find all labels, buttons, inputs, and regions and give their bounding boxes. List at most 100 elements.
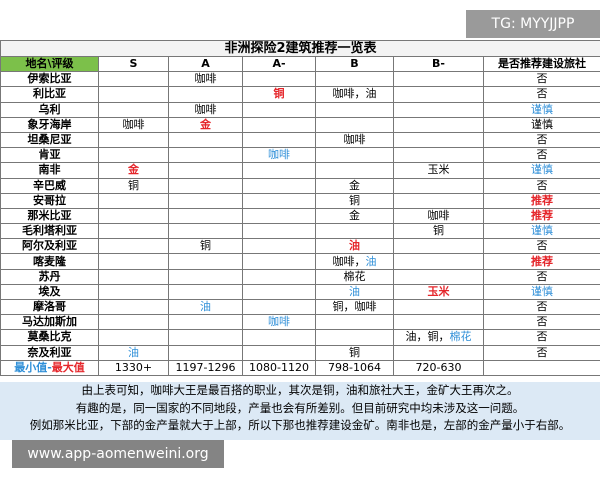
table-cell: 咖啡 <box>98 116 169 133</box>
table-cell: 谨慎 <box>482 116 600 133</box>
table-row: 那米比亚 金 咖啡 推荐 <box>0 207 600 225</box>
table-cell: 咖啡 <box>242 314 316 331</box>
row-name: 马达加斯加 <box>0 314 99 331</box>
table-cell <box>168 177 243 194</box>
table-cell: 金 <box>168 116 243 133</box>
table-cell <box>242 223 316 240</box>
text-segment: 否 <box>536 178 548 192</box>
text-segment: 铜 <box>128 178 139 192</box>
table-row: 象牙海岸 咖啡 金 谨慎 <box>0 116 600 133</box>
table-cell <box>393 238 484 255</box>
table-cell: 1330+ <box>98 359 169 376</box>
table-cell: 否 <box>482 86 600 103</box>
table-cell <box>242 238 316 255</box>
table-cell <box>393 253 484 270</box>
table-cell <box>393 116 484 133</box>
text-segment: 谨慎 <box>531 224 554 238</box>
row-name: 埃及 <box>0 283 99 301</box>
text-segment: 1330+ <box>114 360 153 374</box>
table-cell <box>315 223 394 240</box>
footer-line: 由上表可知，咖啡大王是最百搭的职业，其次是铜，油和旅社大王，金矿大王再次之。 <box>81 383 519 397</box>
table-cell <box>393 71 484 88</box>
table-cell: 推荐 <box>482 192 600 209</box>
footer: 由上表可知，咖啡大王是最百搭的职业，其次是铜，油和旅社大王，金矿大王再次之。 有趣… <box>0 382 600 440</box>
table-cell <box>393 314 484 331</box>
text-segment: 谨慎 <box>531 117 554 131</box>
table-row: 莫桑比克 油，铜，棉花 否 <box>0 329 600 346</box>
text-segment: 否 <box>536 330 548 344</box>
text-segment: 铜，咖啡 <box>332 300 377 314</box>
table-row: 辛巴威 铜 金 否 <box>0 177 600 194</box>
table-cell: 否 <box>482 268 600 285</box>
table-cell: 1080-1120 <box>242 359 316 376</box>
table-cell <box>393 344 484 361</box>
text-segment: 咖啡 <box>194 102 217 116</box>
text-segment: 棉花 <box>449 330 472 344</box>
table-row: 最小值-最大值 1330+ 1197-1296 1080-1120 798-1064 72… <box>0 359 600 376</box>
text-segment: 油 <box>349 284 360 298</box>
table-cell <box>393 101 484 118</box>
table-cell <box>168 268 243 285</box>
table-cell: 798-1064 <box>315 359 394 376</box>
text-segment: 否 <box>536 239 548 253</box>
table-cell: 铜，咖啡 <box>315 298 394 316</box>
text-segment: 金 <box>349 178 360 192</box>
table-cell: 推荐 <box>482 253 600 270</box>
row-name: 摩洛哥 <box>0 298 99 316</box>
table-row: 喀麦隆 咖啡，油 推荐 <box>0 253 600 270</box>
table-cell <box>315 314 394 331</box>
table-cell: 油 <box>315 238 394 255</box>
table-cell <box>315 162 394 179</box>
table-row: 奈及利亚 油 铜 否 <box>0 344 600 361</box>
footer-line: 有趣的是，同一国家的不同地段，产量也会有所差别。但目前研究中均未涉及这一问题。 <box>75 400 525 415</box>
table-cell: 否 <box>482 71 600 88</box>
table-cell <box>242 116 316 133</box>
text-segment: 金 <box>349 208 360 222</box>
row-name: 最小值-最大值 <box>0 359 99 376</box>
row-name: 毛利塔利亚 <box>0 223 99 240</box>
table-cell: 推荐 <box>482 207 600 225</box>
table-cell: 谨慎 <box>482 162 600 179</box>
text-segment: 否 <box>536 148 548 162</box>
table-cell <box>98 101 169 118</box>
table-row: 乌利 咖啡 谨慎 <box>0 101 600 118</box>
text-segment: 1197-1296 <box>175 360 236 374</box>
text-segment: 否 <box>536 345 548 359</box>
table-cell <box>168 329 243 346</box>
table-cell <box>168 253 243 270</box>
header-cell: 是否推荐建设旅社 <box>482 55 600 73</box>
header-cell: 地名\评级 <box>0 55 99 73</box>
table-cell <box>393 131 484 149</box>
table-cell <box>242 101 316 118</box>
table-cell: 谨慎 <box>482 101 600 118</box>
table-cell: 谨慎 <box>482 283 600 301</box>
table-cell <box>242 162 316 179</box>
table-row: 利比亚 铜 咖啡，油 否 <box>0 86 600 103</box>
table-cell: 否 <box>482 147 600 164</box>
table-cell: 720-630 <box>393 359 484 376</box>
table-cell <box>98 207 169 225</box>
row-name: 安哥拉 <box>0 192 99 209</box>
table-cell: 1197-1296 <box>168 359 243 376</box>
text-segment: 玉米 <box>427 163 450 177</box>
table-row: 摩洛哥 油 铜，咖啡 否 <box>0 298 600 316</box>
table-cell: 铜 <box>315 344 394 361</box>
text-segment: 油，铜， <box>405 330 450 344</box>
watermark: TG: MYYJJPP <box>466 10 600 38</box>
table-cell <box>168 162 243 179</box>
table-cell <box>168 223 243 240</box>
table-cell: 玉米 <box>393 162 484 179</box>
table-cell <box>393 298 484 316</box>
table-cell: 谨慎 <box>482 223 600 240</box>
table-cell <box>98 253 169 270</box>
table-cell <box>242 207 316 225</box>
text-segment: 油 <box>365 254 377 268</box>
row-name: 那米比亚 <box>0 207 99 225</box>
row-name: 莫桑比克 <box>0 329 99 346</box>
text-segment: 油 <box>349 239 360 253</box>
table-cell: 否 <box>482 177 600 194</box>
header-cell: B- <box>393 55 484 73</box>
text-segment: 铜 <box>433 224 444 238</box>
table-cell <box>242 268 316 285</box>
table-cell: 否 <box>482 298 600 316</box>
